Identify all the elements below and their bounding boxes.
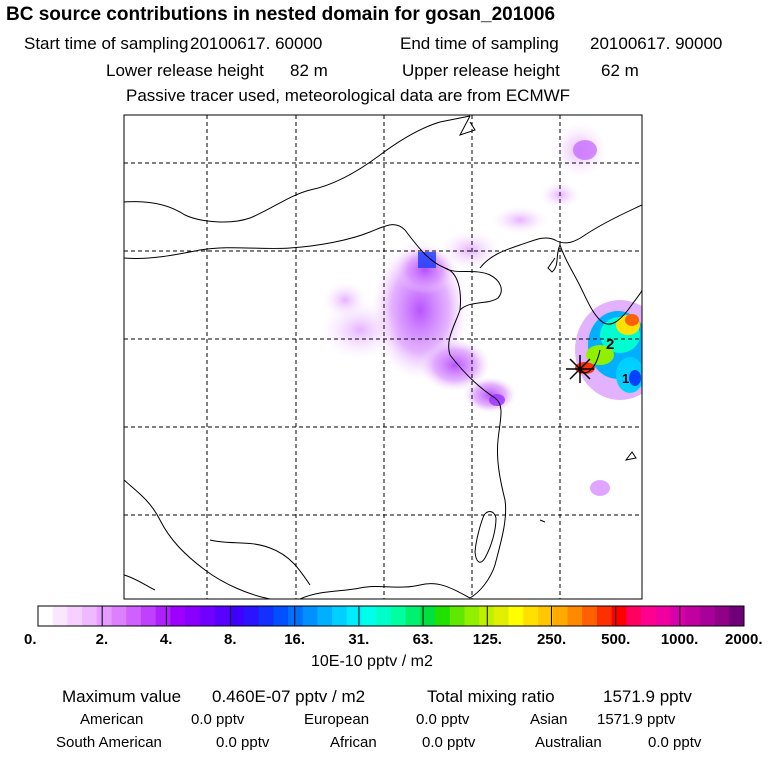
colorbar-swatch — [243, 606, 260, 626]
map-label-1: 1 — [622, 371, 630, 386]
colorbar-swatch — [273, 606, 289, 626]
colorbar-swatch — [552, 606, 568, 626]
upper-height-value: 62 m — [601, 61, 639, 80]
start-time-label: Start time of sampling — [24, 34, 189, 53]
colorbar-swatch — [258, 606, 274, 626]
region-name: American — [80, 711, 144, 728]
region-value: 0.0 pptv — [191, 711, 245, 728]
map-content — [124, 115, 642, 599]
max-value-label: Maximum value — [62, 687, 182, 706]
colorbar-swatch — [82, 606, 98, 626]
start-time-value: 20100617. 60000 — [190, 34, 323, 53]
colorbar-swatch — [641, 606, 657, 626]
colorbar-swatch — [96, 606, 113, 626]
colorbar-swatch — [38, 606, 54, 626]
colorbar-swatch — [538, 606, 554, 626]
receptor-star-icon — [566, 355, 594, 383]
colorbar-swatch — [420, 606, 436, 626]
region-value: 0.0 pptv — [422, 734, 476, 751]
colorbar-swatch — [435, 606, 451, 626]
colorbar-swatch — [508, 606, 524, 626]
colorbar-swatch — [111, 606, 127, 626]
coastlines — [124, 115, 642, 599]
map-label-2: 2 — [606, 336, 615, 353]
colorbar-unit-label: 10E-10 pptv / m2 — [311, 653, 433, 670]
colorbar-swatch — [729, 606, 745, 626]
colorbar-tick-label: 2000. — [725, 631, 763, 648]
colorbar-tick-label: 500. — [601, 631, 631, 648]
lat-lon-grid — [124, 115, 642, 599]
colorbar-swatch — [332, 606, 348, 626]
region-name: South American — [56, 734, 162, 751]
concentration-field — [320, 122, 642, 496]
colorbar-tick-label: 4. — [159, 631, 173, 648]
region-name: Asian — [530, 711, 568, 728]
upper-height-label: Upper release height — [402, 61, 560, 80]
total-mixing-value: 1571.9 pptv — [603, 687, 692, 706]
colorbar-swatch — [670, 606, 686, 626]
colorbar-swatch — [449, 606, 466, 626]
colorbar-swatch — [317, 606, 333, 626]
colorbar-swatch — [361, 606, 377, 626]
end-time-value: 20100617. 90000 — [590, 34, 723, 53]
total-mixing-label: Total mixing ratio — [427, 687, 555, 706]
region-value: 0.0 pptv — [648, 734, 702, 751]
colorbar-swatch — [288, 606, 304, 626]
colorbar-tick-label: 8. — [224, 631, 237, 648]
colorbar-swatch — [126, 606, 142, 626]
colorbar-frame — [37, 605, 745, 627]
colorbar-swatch — [170, 606, 186, 626]
colorbar-swatch — [376, 606, 392, 626]
colorbar-swatch — [464, 606, 480, 626]
region-value: 0.0 pptv — [216, 734, 270, 751]
region-name: Australian — [535, 734, 602, 751]
region-value: 0.0 pptv — [416, 711, 470, 728]
colorbar-swatch — [655, 606, 671, 626]
lower-height-value: 82 m — [290, 61, 328, 80]
colorbar-swatch — [596, 606, 613, 626]
tracer-note: Passive tracer used, meteorological data… — [126, 86, 571, 105]
colorbar-swatch — [493, 606, 510, 626]
colorbar — [37, 606, 745, 626]
colorbar-tick-label: 0. — [24, 631, 37, 648]
lower-height-label: Lower release height — [106, 61, 264, 80]
colorbar-swatch — [67, 606, 83, 626]
colorbar-tick-label: 16. — [284, 631, 306, 648]
end-time-label: End time of sampling — [400, 34, 559, 53]
colorbar-tick-label: 2. — [95, 631, 109, 648]
colorbar-swatch — [52, 606, 68, 626]
colorbar-swatch — [626, 606, 642, 626]
map-frame — [123, 114, 643, 600]
colorbar-swatch — [346, 606, 363, 626]
colorbar-swatch — [199, 606, 215, 626]
colorbar-swatch — [185, 606, 201, 626]
colorbar-tick-label: 250. — [536, 631, 567, 648]
colorbar-swatch — [582, 606, 598, 626]
colorbar-swatch — [685, 606, 701, 626]
colorbar-swatch — [523, 606, 539, 626]
colorbar-swatch — [714, 606, 730, 626]
colorbar-swatch — [229, 606, 245, 626]
max-value: 0.460E-07 pptv / m2 — [212, 687, 366, 706]
region-name: African — [330, 734, 377, 751]
colorbar-tick-label: 31. — [348, 631, 370, 648]
colorbar-swatch — [405, 606, 421, 626]
colorbar-swatch — [699, 606, 716, 626]
colorbar-tick-label: 63. — [412, 631, 434, 648]
region-name: European — [304, 711, 370, 728]
colorbar-swatch — [302, 606, 318, 626]
colorbar-swatch — [391, 606, 407, 626]
colorbar-swatch — [214, 606, 230, 626]
colorbar-swatch — [155, 606, 171, 626]
colorbar-tick-label: 1000. — [660, 631, 699, 648]
colorbar-swatch — [611, 606, 627, 626]
colorbar-swatch — [567, 606, 583, 626]
plot-title: BC source contributions in nested domain… — [6, 4, 556, 25]
region-value: 1571.9 pptv — [597, 711, 676, 728]
colorbar-tick-label: 125. — [472, 631, 502, 648]
colorbar-swatch — [140, 606, 157, 626]
